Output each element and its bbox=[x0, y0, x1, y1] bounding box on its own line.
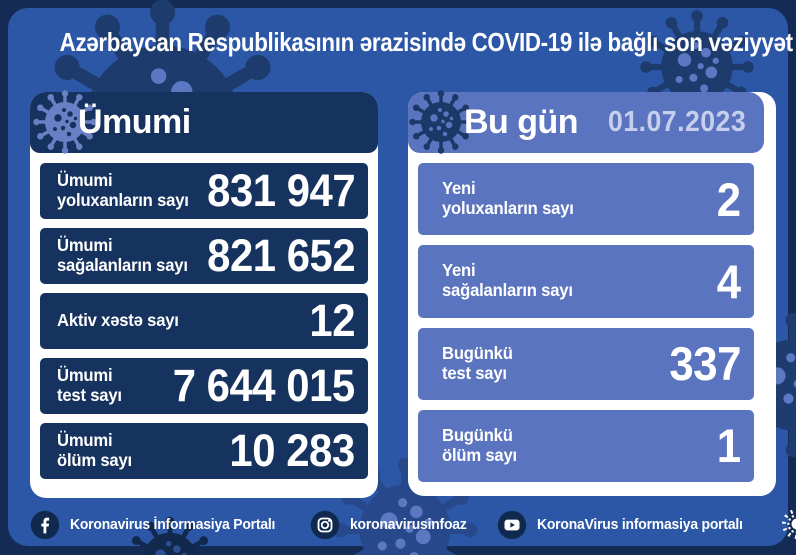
stat-value: 821 652 bbox=[206, 230, 355, 281]
stat-value: 4 bbox=[717, 254, 741, 308]
stat-value: 831 947 bbox=[206, 165, 355, 216]
stat-label: Bugünkü test sayı bbox=[442, 342, 513, 383]
stat-value: 2 bbox=[717, 172, 741, 226]
stat-row-new-recovered: Yeni sağalanların sayı 4 bbox=[418, 245, 754, 318]
total-stats-rows: Ümumi yoluxanların sayı 831 947 Ümumi sağa… bbox=[30, 153, 378, 489]
facebook-link: Koronavirus İnformasiya Portalı bbox=[30, 510, 284, 540]
youtube-label: KoronaVirus informasiya portalı bbox=[537, 517, 744, 533]
stat-value: 10 283 bbox=[229, 425, 356, 476]
stat-row-active-cases: Aktiv xəstə sayı 12 bbox=[40, 293, 368, 349]
page-title: Azərbaycan Respublikasının ərazisində CO… bbox=[59, 27, 793, 57]
youtube-icon bbox=[498, 510, 527, 540]
today-stats-header: Bu gün 01.07.2023 bbox=[408, 90, 764, 154]
stat-label: Bugünkü ölüm sayı bbox=[442, 424, 517, 465]
today-stats-rows: Yeni yoluxanların sayı 2 Yeni sağalanların… bbox=[408, 153, 776, 496]
stat-label: Ümumi ölüm sayı bbox=[57, 430, 132, 470]
stat-row-today-tests: Bugünkü test sayı 337 bbox=[418, 327, 754, 400]
instagram-label: koronavirusinfoaz bbox=[349, 517, 467, 533]
stat-row-total-tests: Ümumi test sayı 7 644 015 bbox=[40, 358, 368, 414]
facebook-label: Koronavirus İnformasiya Portalı bbox=[70, 517, 276, 533]
stat-row-today-deaths: Bugünkü ölüm sayı 1 bbox=[418, 409, 754, 482]
stat-label: Aktiv xəstə sayı bbox=[57, 310, 179, 331]
instagram-link: koronavirusinfoaz bbox=[310, 510, 472, 540]
total-stats-header: Ümumi bbox=[30, 90, 378, 154]
stat-label: Ümumi sağalanların sayı bbox=[57, 235, 188, 275]
stat-value: 1 bbox=[717, 419, 741, 473]
stat-value: 12 bbox=[309, 295, 355, 346]
stat-row-total-infections: Ümumi yoluxanların sayı 831 947 bbox=[40, 163, 368, 219]
youtube-link: KoronaVirus informasiya portalı bbox=[497, 510, 751, 540]
total-stats-card: Ümumi Ümumi yoluxanların sayı 831 947 Ümu… bbox=[30, 90, 378, 498]
stat-row-total-deaths: Ümumi ölüm sayı 10 283 bbox=[40, 423, 368, 479]
stat-row-total-recovered: Ümumi sağalanların sayı 821 652 bbox=[40, 228, 368, 284]
footer: Koronavirus İnformasiya Portalı koronavi… bbox=[30, 508, 796, 542]
today-stats-card: Bu gün 01.07.2023 Yeni yoluxanların sayı … bbox=[408, 90, 776, 496]
stat-label: Yeni sağalanların sayı bbox=[442, 260, 573, 301]
virus-sun-icon bbox=[781, 508, 796, 540]
stat-value: 7 644 015 bbox=[172, 360, 355, 411]
date-label: 01.07.2023 bbox=[607, 106, 746, 138]
stat-row-new-infections: Yeni yoluxanların sayı 2 bbox=[418, 163, 754, 236]
facebook-icon bbox=[30, 510, 60, 540]
total-header-label: Ümumi bbox=[78, 103, 191, 141]
instagram-icon bbox=[310, 510, 339, 540]
stat-label: Ümumi yoluxanların sayı bbox=[57, 170, 189, 210]
stat-label: Ümumi test sayı bbox=[57, 365, 122, 405]
today-header-label: Bu gün bbox=[464, 103, 579, 141]
stat-label: Yeni yoluxanların sayı bbox=[442, 178, 574, 219]
stat-value: 337 bbox=[669, 337, 741, 391]
